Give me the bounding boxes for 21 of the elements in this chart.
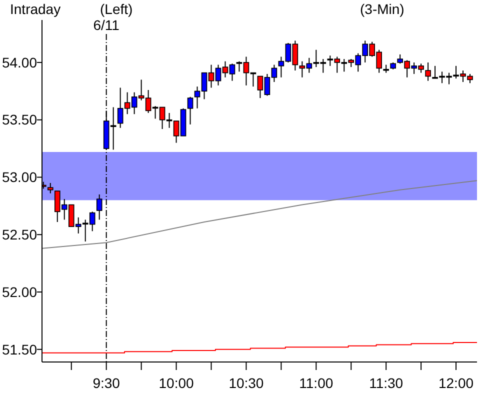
y-tick-label: 52.50 xyxy=(2,226,38,243)
candlestick xyxy=(47,182,54,194)
x-tick-label: 9:30 xyxy=(92,375,120,391)
candlestick xyxy=(187,96,194,125)
y-tick-label: 51.50 xyxy=(2,341,38,358)
annotation: 6/11 xyxy=(93,17,120,33)
chart-title: (3-Min) xyxy=(360,1,404,17)
y-tick-label: 53.00 xyxy=(2,169,38,186)
candlestick xyxy=(96,194,102,220)
x-tick-label: 11:00 xyxy=(299,375,334,391)
x-tick-label: 11:30 xyxy=(369,375,404,391)
y-tick-label: 52.00 xyxy=(2,284,38,300)
x-tick-label: 10:00 xyxy=(158,375,194,391)
y-tick-label: 53.50 xyxy=(2,112,38,128)
text: Intraday xyxy=(10,1,61,17)
x-tick-label: 10:30 xyxy=(228,375,264,391)
candlestick xyxy=(425,62,431,82)
text: (Left) xyxy=(100,1,133,17)
y-tick-label: 54.00 xyxy=(2,54,38,70)
line-series xyxy=(42,180,477,249)
x-tick-label: 12:00 xyxy=(438,375,474,391)
